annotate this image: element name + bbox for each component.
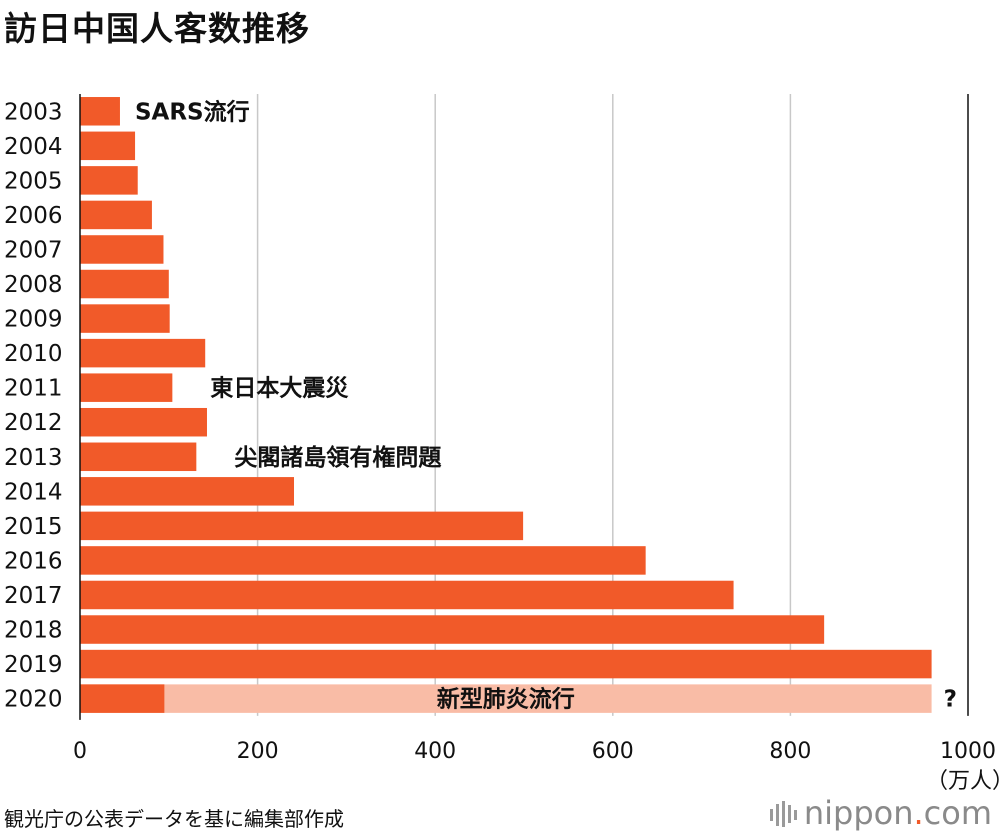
bar-2012 xyxy=(80,407,207,437)
x-tick-label: 400 xyxy=(414,739,456,764)
bar-2014 xyxy=(80,477,295,506)
annotation-label: 新型肺炎流行 xyxy=(437,686,575,713)
y-tick-label: 2019 xyxy=(4,652,63,678)
bar-2004 xyxy=(80,131,136,161)
bar-2007 xyxy=(80,235,164,264)
y-tick-label: 2009 xyxy=(4,307,63,333)
bar-2020 xyxy=(80,684,165,713)
y-tick-label: 2010 xyxy=(4,341,63,367)
bar-2010 xyxy=(80,338,206,368)
y-tick-label: 2012 xyxy=(4,410,63,436)
bar-2015 xyxy=(80,511,524,541)
brand-bars-icon xyxy=(769,801,797,827)
x-tick-label: 600 xyxy=(592,739,634,764)
bar-2003 xyxy=(80,97,120,126)
x-tick-label: 200 xyxy=(237,739,279,764)
annotation-label: ? xyxy=(944,687,957,713)
y-tick-label: 2014 xyxy=(4,479,63,505)
bar-chart: 2003 2004 2005 2006 2007 2008 2009 2010 2011 2012… xyxy=(4,94,1000,790)
bar-2011 xyxy=(80,373,173,402)
brand-logo: nippon.com xyxy=(768,794,992,832)
bar-2017 xyxy=(80,580,734,610)
y-tick-label: 2007 xyxy=(4,237,63,263)
bar-2013 xyxy=(80,442,197,472)
y-tick-label: 2005 xyxy=(4,168,63,194)
y-tick-label: 2011 xyxy=(4,376,63,402)
annotation-label: SARS流行 xyxy=(135,98,250,125)
y-tick-label: 2008 xyxy=(4,272,63,298)
y-tick-label: 2003 xyxy=(4,99,63,125)
y-tick-label: 2020 xyxy=(4,687,63,713)
x-tick-label: 800 xyxy=(769,739,811,764)
y-tick-label: 2013 xyxy=(4,445,63,471)
chart-title: 訪日中国人客数推移 xyxy=(4,9,310,48)
x-tick-label: 0 xyxy=(73,739,87,764)
x-tick-label: 1000 xyxy=(940,739,996,764)
annotation-label: 尖閣諸島領有権問題 xyxy=(234,444,442,471)
y-tick-label: 2018 xyxy=(4,618,63,644)
bar-2005 xyxy=(80,166,138,195)
bar-2016 xyxy=(80,546,646,575)
y-tick-label: 2017 xyxy=(4,583,63,609)
y-tick-label: 2016 xyxy=(4,548,63,574)
bar-2006 xyxy=(80,200,152,230)
brand-name: nippon xyxy=(803,794,914,832)
bar-2018 xyxy=(80,615,825,644)
bar-2009 xyxy=(80,304,170,333)
bar-2019 xyxy=(80,649,932,679)
y-tick-label: 2004 xyxy=(4,134,63,160)
bar-2008 xyxy=(80,269,169,299)
annotation-label: 東日本大震災 xyxy=(210,376,349,402)
source-note: 観光庁の公表データを基に編集部作成 xyxy=(4,807,344,831)
x-unit-label: （万人） xyxy=(926,769,1000,790)
y-tick-label: 2006 xyxy=(4,203,63,229)
y-tick-label: 2015 xyxy=(4,514,63,540)
brand-dot: . xyxy=(913,794,924,832)
brand-suffix: com xyxy=(923,794,992,832)
bar-extent-2020 xyxy=(80,684,932,713)
